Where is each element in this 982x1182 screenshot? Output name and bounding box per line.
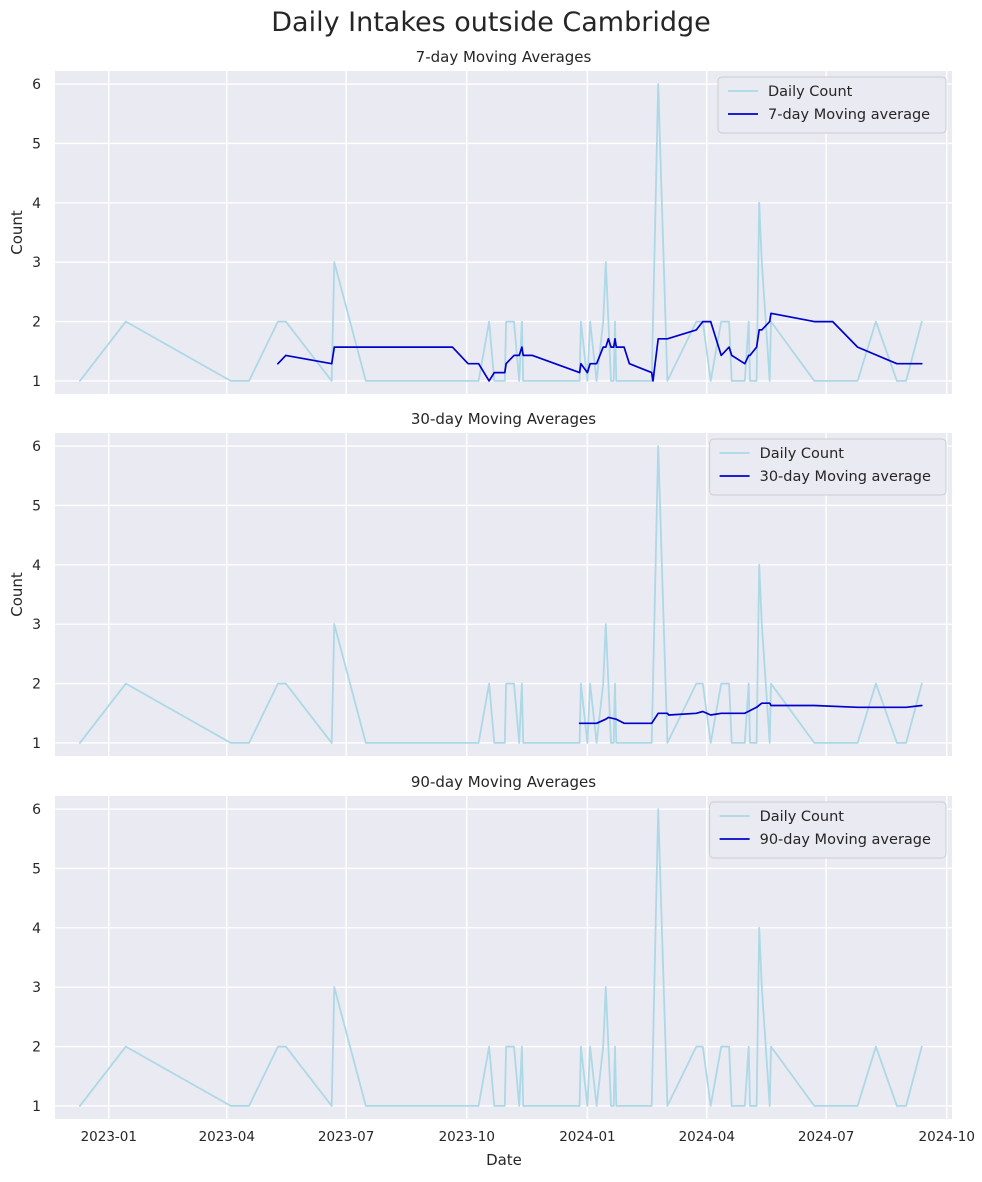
legend-entry: Daily Count xyxy=(760,446,845,462)
legend-entry: 7-day Moving average xyxy=(768,107,930,123)
y-tick-label: 3 xyxy=(32,255,41,271)
daily-count-line xyxy=(79,83,923,382)
y-tick-label: 6 xyxy=(32,77,41,93)
legend-box xyxy=(709,438,947,496)
chart-panel-3: 2023-01 2023-04 2023-07 2023-10 2024-01 2024-… xyxy=(32,773,975,1145)
legend-entry: Daily Count xyxy=(760,809,845,825)
panel-title: 90-day Moving Averages xyxy=(411,773,596,791)
figure-title: Daily Intakes outside Cambridge xyxy=(271,7,711,38)
y-tick-label: 1 xyxy=(32,1099,41,1115)
x-tick-label: 2023-10 xyxy=(439,1129,495,1145)
y-tick-label: 5 xyxy=(32,136,41,152)
y-tick-label: 4 xyxy=(32,921,41,937)
chart-panel-2: 1 2 3 4 5 6 30-day Moving Averages Count Daily C… xyxy=(8,410,952,756)
panel-title: 30-day Moving Averages xyxy=(411,410,596,428)
legend-entry: 90-day Moving average xyxy=(760,832,931,848)
moving-average-line xyxy=(277,312,923,382)
y-tick-label: 4 xyxy=(32,558,41,574)
x-tick-label: 2024-10 xyxy=(919,1129,975,1145)
moving-average-line xyxy=(578,702,923,725)
y-axis-label: Count xyxy=(8,572,26,617)
x-axis-label: Date xyxy=(486,1151,522,1169)
y-tick-label: 3 xyxy=(32,617,41,633)
x-tick-label: 2023-04 xyxy=(199,1129,255,1145)
y-tick-label: 1 xyxy=(32,736,41,752)
daily-count-line xyxy=(79,445,923,744)
daily-count-line xyxy=(79,808,923,1107)
x-tick-label: 2024-07 xyxy=(798,1129,854,1145)
panel-title: 7-day Moving Averages xyxy=(416,48,592,66)
legend-entry: 30-day Moving average xyxy=(760,469,931,485)
y-tick-label: 2 xyxy=(32,677,41,693)
legend-box xyxy=(717,76,947,134)
y-tick-label: 4 xyxy=(32,196,41,212)
y-tick-label: 6 xyxy=(32,439,41,455)
chart-panel-1: 1 2 3 4 5 6 7-day Moving Averages Count Daily Co… xyxy=(8,48,952,394)
y-tick-label: 1 xyxy=(32,374,41,390)
y-tick-label: 5 xyxy=(32,498,41,514)
y-tick-label: 2 xyxy=(32,1040,41,1056)
y-tick-label: 2 xyxy=(32,315,41,331)
x-tick-label: 2024-04 xyxy=(679,1129,735,1145)
legend: Daily Count 7-day Moving average xyxy=(717,76,947,134)
y-tick-label: 3 xyxy=(32,980,41,996)
y-tick-label: 6 xyxy=(32,802,41,818)
y-axis-label: Count xyxy=(8,210,26,255)
x-tick-label: 2024-01 xyxy=(559,1129,615,1145)
legend: Daily Count 90-day Moving average xyxy=(709,801,947,859)
legend: Daily Count 30-day Moving average xyxy=(709,438,947,496)
y-tick-label: 5 xyxy=(32,861,41,877)
x-tick-label: 2023-07 xyxy=(318,1129,374,1145)
legend-entry: Daily Count xyxy=(768,84,853,100)
x-tick-label: 2023-01 xyxy=(81,1129,137,1145)
legend-box xyxy=(709,801,947,859)
